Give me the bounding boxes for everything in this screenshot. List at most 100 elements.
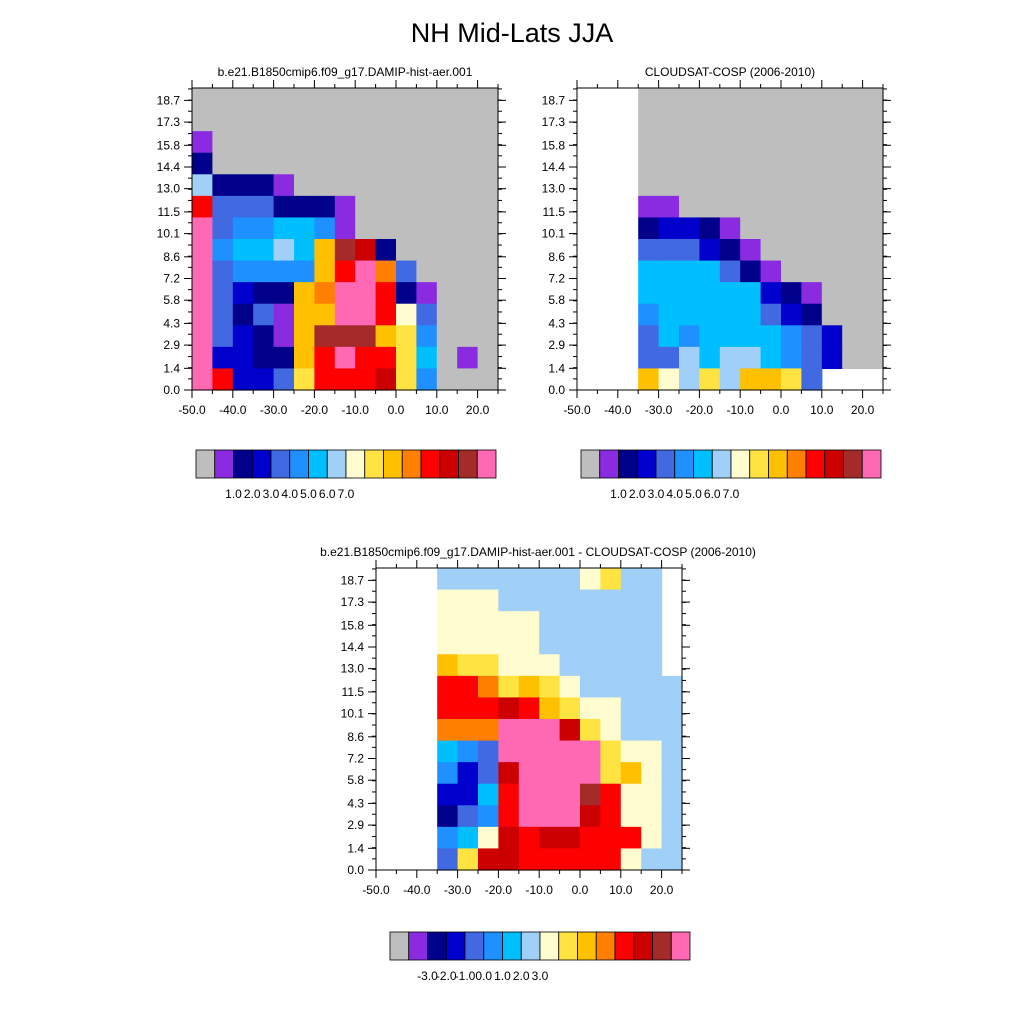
- obs-colorbar-swatch: [674, 449, 694, 479]
- diff-cell: [437, 805, 459, 828]
- obs-y-tick-label: 8.6: [548, 250, 565, 264]
- obs-cell: [862, 109, 884, 132]
- model-cell: [477, 282, 499, 305]
- obs-cell: [821, 239, 843, 262]
- model-cell: [375, 368, 397, 391]
- diff-cell: [457, 697, 479, 720]
- obs-cell: [658, 131, 680, 154]
- model-colorbar-swatch: [233, 449, 253, 479]
- diff-cell: [600, 697, 622, 720]
- obs-cell: [821, 109, 843, 132]
- obs-cell: [638, 109, 660, 132]
- diff-colorbar-swatch: [389, 931, 410, 961]
- diff-cell: [437, 589, 459, 612]
- diff-cell: [539, 826, 561, 850]
- diff-cell: [539, 589, 561, 612]
- diff-plot-frame: [375, 567, 683, 871]
- diff-cell: [478, 805, 499, 828]
- diff-cell: [580, 697, 601, 720]
- model-cell: [314, 152, 336, 175]
- diff-cell: [498, 589, 520, 612]
- obs-cell: [842, 346, 864, 370]
- model-cell: [294, 239, 315, 262]
- diff-cell: [478, 719, 499, 742]
- diff-cell: [498, 632, 520, 655]
- obs-cell: [719, 325, 741, 348]
- diff-cell: [457, 611, 479, 634]
- model-cell: [375, 131, 397, 154]
- diff-panel: b.e21.B1850cmip6.f09_g17.DAMIP-hist-aer.…: [320, 545, 756, 983]
- obs-cell: [801, 260, 823, 283]
- obs-cell: [740, 346, 762, 370]
- diff-cell: [518, 632, 540, 655]
- obs-cell: [638, 325, 660, 348]
- model-cell: [416, 239, 438, 262]
- model-cell: [334, 131, 356, 154]
- model-colorbar: 1.0 2.0 3.0 4.0 5.0 6.0 7.0: [195, 449, 497, 501]
- obs-colorbar-swatch: [599, 449, 619, 479]
- model-cell: [436, 260, 458, 283]
- obs-cell: [699, 303, 721, 326]
- diff-x-tick-label: -10.0: [526, 883, 554, 897]
- diff-cell: [641, 589, 663, 612]
- diff-y-tick-label: 1.4: [347, 841, 364, 855]
- model-cell: [396, 368, 417, 391]
- diff-cell: [661, 740, 683, 763]
- model-cell: [294, 303, 315, 326]
- obs-colorbar-swatch: [805, 449, 826, 479]
- model-cell: [334, 239, 356, 262]
- diff-cell: [539, 697, 561, 720]
- model-cell: [416, 260, 438, 283]
- model-y-ticks: 0.0 1.4 2.9 4.3 5.8 7.2 8.6 10.1 11.5 13.0 14.4 15.…: [157, 88, 506, 397]
- diff-cell: [437, 783, 459, 806]
- diff-cell: [600, 719, 622, 742]
- model-cell: [457, 325, 479, 348]
- model-y-tick-label: 7.2: [163, 271, 180, 285]
- diff-cell: [641, 654, 663, 677]
- obs-cell: [699, 88, 721, 111]
- model-cell: [334, 303, 356, 326]
- obs-cell: [781, 282, 802, 305]
- diff-cell: [518, 783, 540, 806]
- diff-colorbar-swatch: [427, 931, 447, 961]
- model-cell: [396, 239, 417, 262]
- diff-cell: [478, 675, 499, 699]
- obs-cell: [821, 88, 843, 111]
- obs-cell: [638, 239, 660, 262]
- obs-cell: [801, 88, 823, 111]
- obs-cell: [842, 303, 864, 326]
- model-cell: [212, 239, 234, 262]
- obs-cell: [638, 260, 660, 283]
- diff-x-tick-label: -50.0: [362, 883, 390, 897]
- model-cell: [253, 152, 275, 175]
- model-cell: [416, 131, 438, 154]
- diff-colorbar-swatch: [408, 931, 428, 961]
- model-x-tick-label: -40.0: [219, 403, 247, 417]
- obs-cell: [740, 131, 762, 154]
- model-cell: [314, 195, 336, 219]
- diff-cell: [518, 654, 540, 677]
- model-cell: [273, 195, 295, 219]
- obs-cell: [740, 152, 762, 175]
- obs-cell: [658, 217, 680, 240]
- model-colorbar-swatch: [401, 449, 422, 479]
- obs-cell: [719, 303, 741, 326]
- model-cell: [253, 109, 275, 132]
- model-panel: b.e21.B1850cmip6.f09_g17.DAMIP-hist-aer.…: [157, 65, 506, 501]
- diff-cell: [478, 611, 499, 634]
- model-cell: [232, 217, 254, 240]
- diff-cell: [559, 589, 581, 612]
- model-cell: [477, 88, 499, 111]
- diff-cell: [620, 783, 642, 806]
- obs-y-tick-label: 14.4: [542, 160, 566, 174]
- diff-cell: [518, 675, 540, 699]
- diff-cell: [518, 805, 540, 828]
- diff-cell: [539, 848, 561, 871]
- obs-y-tick-label: 10.1: [542, 227, 566, 241]
- obs-cell: [699, 282, 721, 305]
- model-cell: [232, 195, 254, 219]
- model-cell: [334, 217, 356, 240]
- diff-cell: [600, 675, 622, 699]
- model-cell: [212, 325, 234, 348]
- model-cell: [192, 174, 213, 197]
